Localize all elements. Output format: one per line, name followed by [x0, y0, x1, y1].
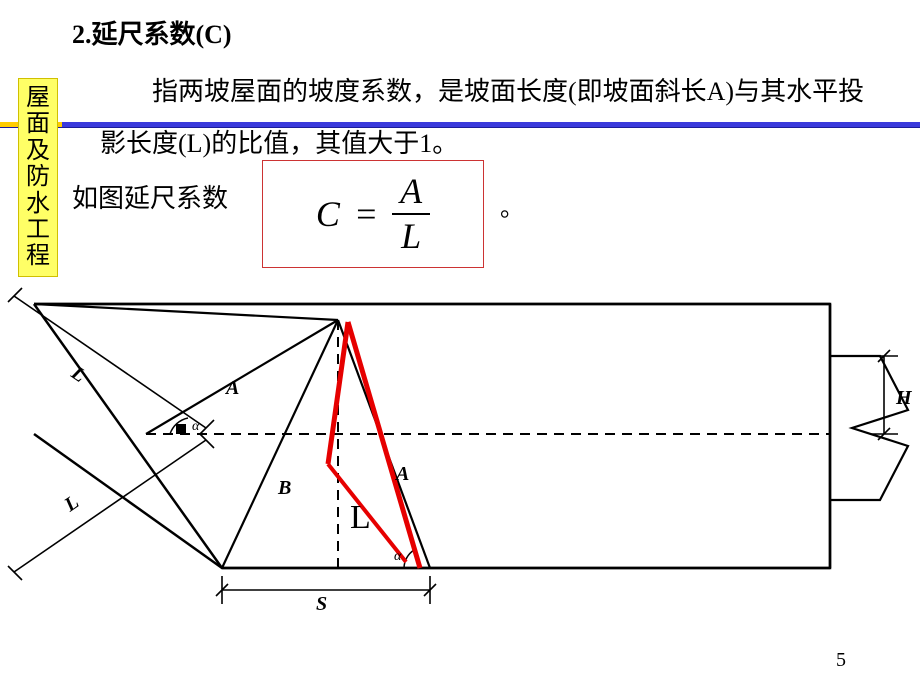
svg-text:L: L [350, 499, 371, 536]
svg-text:A: A [224, 377, 239, 399]
formula-period: 。 [500, 188, 524, 223]
svg-text:H: H [895, 387, 913, 409]
section-heading: 2.延尺系数(C) [72, 14, 232, 51]
svg-text:S: S [316, 593, 327, 615]
formula-eq: = [354, 193, 378, 235]
sidebar-tag: 屋面及防水工程 [18, 78, 58, 277]
formula-box: C = A L [262, 160, 484, 268]
formula-numerator: A [392, 172, 430, 214]
formula-denominator: L [393, 215, 429, 257]
body-paragraph: 指两坡屋面的坡度系数，是坡面长度(即坡面斜长A)与其水平投影长度(L)的比值，其… [100, 66, 880, 170]
svg-text:α: α [394, 549, 402, 564]
svg-text:B: B [277, 477, 291, 499]
sidebar-text: 屋面及防水工程 [23, 85, 53, 270]
svg-text:A: A [394, 463, 409, 485]
page-number: 5 [836, 649, 846, 672]
formula-lead: 如图延尺系数 [72, 178, 228, 215]
svg-text:L: L [60, 491, 83, 517]
formula-lhs: C [316, 193, 340, 235]
formula-fraction: A L [392, 172, 430, 257]
svg-text:L: L [66, 361, 89, 387]
svg-text:α: α [192, 419, 200, 434]
formula: C = A L [316, 172, 430, 257]
roof-diagram: A B A L S H α α L L [0, 284, 920, 664]
